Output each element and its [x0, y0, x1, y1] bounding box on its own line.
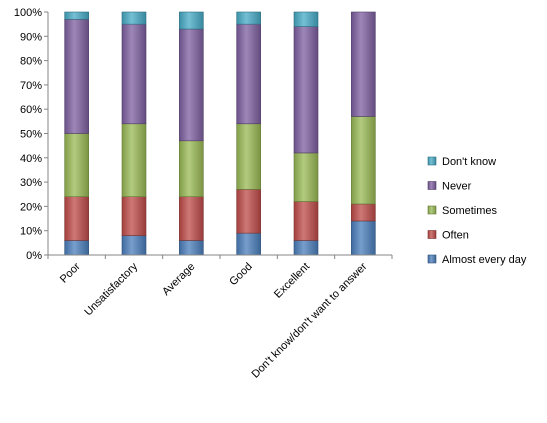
y-tick-label: 40%: [20, 153, 42, 165]
bar-segment-often: [179, 196, 204, 241]
bars: [64, 11, 376, 256]
bar-segment-don-t-know: [179, 11, 204, 30]
bar-segment-almost-every-day: [293, 240, 319, 256]
legend-label: Often: [442, 230, 469, 242]
y-tick-label: 50%: [20, 129, 42, 141]
legend: Don't know Never Sometimes Often Almost ever…: [427, 156, 527, 266]
x-category-label: Don't know/don't want to answer: [249, 260, 369, 380]
bar-segment-often: [351, 203, 376, 222]
legend-swatch: [427, 254, 437, 264]
bar-segment-sometimes: [351, 116, 376, 205]
bar-segment-often: [64, 196, 89, 241]
y-tick-label: 100%: [14, 7, 42, 19]
legend-label: Never: [442, 181, 472, 193]
legend-swatch: [427, 181, 437, 190]
x-category-label: Poor: [58, 260, 83, 285]
bar-segment-often: [293, 201, 319, 241]
bar-segment-sometimes: [179, 140, 204, 197]
bar-segment-almost-every-day: [64, 240, 89, 256]
bar-segment-never: [121, 23, 147, 125]
x-category-label: Excellent: [272, 261, 312, 301]
bar-segment-sometimes: [293, 152, 319, 202]
bar-segment-don-t-know: [64, 11, 89, 20]
bar-segment-never: [236, 23, 261, 125]
bar-segment-never: [179, 28, 204, 142]
x-category-label: Good: [227, 261, 255, 289]
legend-swatch: [427, 230, 437, 239]
y-tick-label: 90%: [20, 31, 42, 43]
y-tick-label: 0%: [26, 250, 42, 262]
y-axis: 0% 10% 20% 30% 40% 50% 60% 70% 80% 90% 100%: [14, 7, 49, 262]
bar-segment-sometimes: [121, 123, 147, 197]
y-tick-label: 80%: [20, 56, 42, 68]
bar-segment-don-t-know: [236, 11, 261, 25]
y-tick-label: 60%: [20, 104, 42, 116]
y-tick-label: 70%: [20, 80, 42, 92]
bar-segment-never: [64, 18, 89, 134]
bar-segment-sometimes: [64, 133, 89, 197]
bar-segment-almost-every-day: [236, 232, 261, 256]
bar-segment-often: [121, 196, 147, 236]
legend-label: Sometimes: [442, 205, 498, 217]
y-tick-label: 20%: [20, 201, 42, 213]
bar-segment-never: [293, 26, 319, 154]
legend-swatch: [427, 156, 437, 166]
legend-label: Almost every day: [442, 254, 527, 266]
y-tick-label: 10%: [20, 226, 42, 238]
bar-segment-don-t-know: [121, 11, 147, 25]
legend-label: Don't know: [442, 156, 496, 168]
bar-segment-almost-every-day: [351, 220, 376, 256]
bar-segment-almost-every-day: [179, 240, 204, 256]
bar-segment-often: [236, 189, 261, 234]
x-axis: Poor Unsatisfactory Average Good ExcellentDo…: [47, 254, 393, 381]
bar-segment-never: [351, 11, 376, 117]
bar-segment-don-t-know: [293, 11, 319, 27]
legend-swatch: [427, 205, 437, 215]
x-category-label: Unsatisfactory: [82, 260, 140, 318]
bar-segment-sometimes: [236, 123, 261, 190]
bar-segment-almost-every-day: [121, 235, 147, 256]
x-category-label: Average: [160, 261, 197, 298]
y-tick-label: 30%: [20, 177, 42, 189]
